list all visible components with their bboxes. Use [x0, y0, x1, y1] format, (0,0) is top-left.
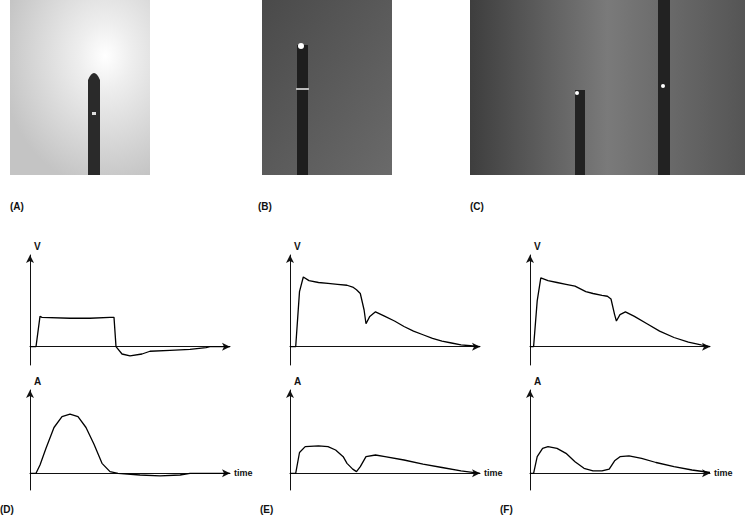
svg-text:(D): (D) [0, 504, 14, 515]
svg-text:(F): (F) [500, 504, 513, 515]
svg-text:V: V [34, 241, 41, 252]
svg-text:(A): (A) [10, 201, 24, 212]
svg-text:time: time [234, 468, 253, 478]
svg-text:A: A [534, 376, 541, 387]
svg-text:(E): (E) [260, 504, 273, 515]
svg-text:time: time [714, 468, 733, 478]
svg-text:A: A [34, 376, 41, 387]
svg-text:V: V [534, 241, 541, 252]
svg-text:(C): (C) [470, 201, 484, 212]
svg-text:V: V [294, 241, 301, 252]
svg-text:(B): (B) [258, 201, 272, 212]
svg-text:A: A [294, 376, 301, 387]
svg-text:time: time [484, 468, 503, 478]
